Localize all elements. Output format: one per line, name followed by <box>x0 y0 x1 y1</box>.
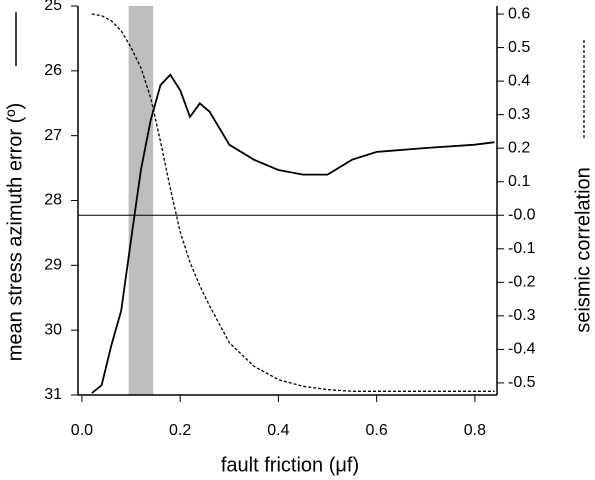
y2-tick-label: 0.5 <box>508 39 530 56</box>
y-tick-label: 29 <box>44 257 62 274</box>
y2-axis-label: seismic correlation <box>572 167 594 333</box>
x-tick-label: 0.2 <box>169 422 191 439</box>
y-tick-label: 27 <box>44 127 62 144</box>
shaded-band <box>128 6 154 395</box>
y-tick-label: 28 <box>44 192 62 209</box>
y2-tick-label: 0.4 <box>508 72 530 89</box>
x-tick-label: 0.8 <box>464 422 486 439</box>
y-tick-label: 30 <box>44 321 62 338</box>
x-axis-label: fault friction (μf) <box>221 454 359 476</box>
x-tick-label: 0.6 <box>366 422 388 439</box>
y2-tick-label: -0.4 <box>508 341 536 358</box>
y-tick-label: 31 <box>44 386 62 403</box>
y2-tick-label: -0.1 <box>508 240 536 257</box>
y2-tick-label: -0.5 <box>508 374 536 391</box>
y2-tick-label: 0.1 <box>508 173 530 190</box>
y2-tick-label: -0.2 <box>508 274 536 291</box>
y2-tick-label: -0.3 <box>508 307 536 324</box>
series-line <box>91 13 495 392</box>
series-line <box>91 73 495 394</box>
y-tick-label: 26 <box>44 62 62 79</box>
y2-tick-label: 0.2 <box>508 139 530 156</box>
x-tick-label: 0.4 <box>267 422 289 439</box>
x-tick-label: 0.0 <box>71 422 93 439</box>
y2-tick-label: -0.0 <box>508 206 536 223</box>
y2-tick-label: 0.3 <box>508 106 530 123</box>
y2-tick-label: 0.6 <box>508 5 530 22</box>
y-tick-label: 25 <box>44 0 62 14</box>
y-axis-label: mean stress azimuth error (º) <box>4 103 26 361</box>
